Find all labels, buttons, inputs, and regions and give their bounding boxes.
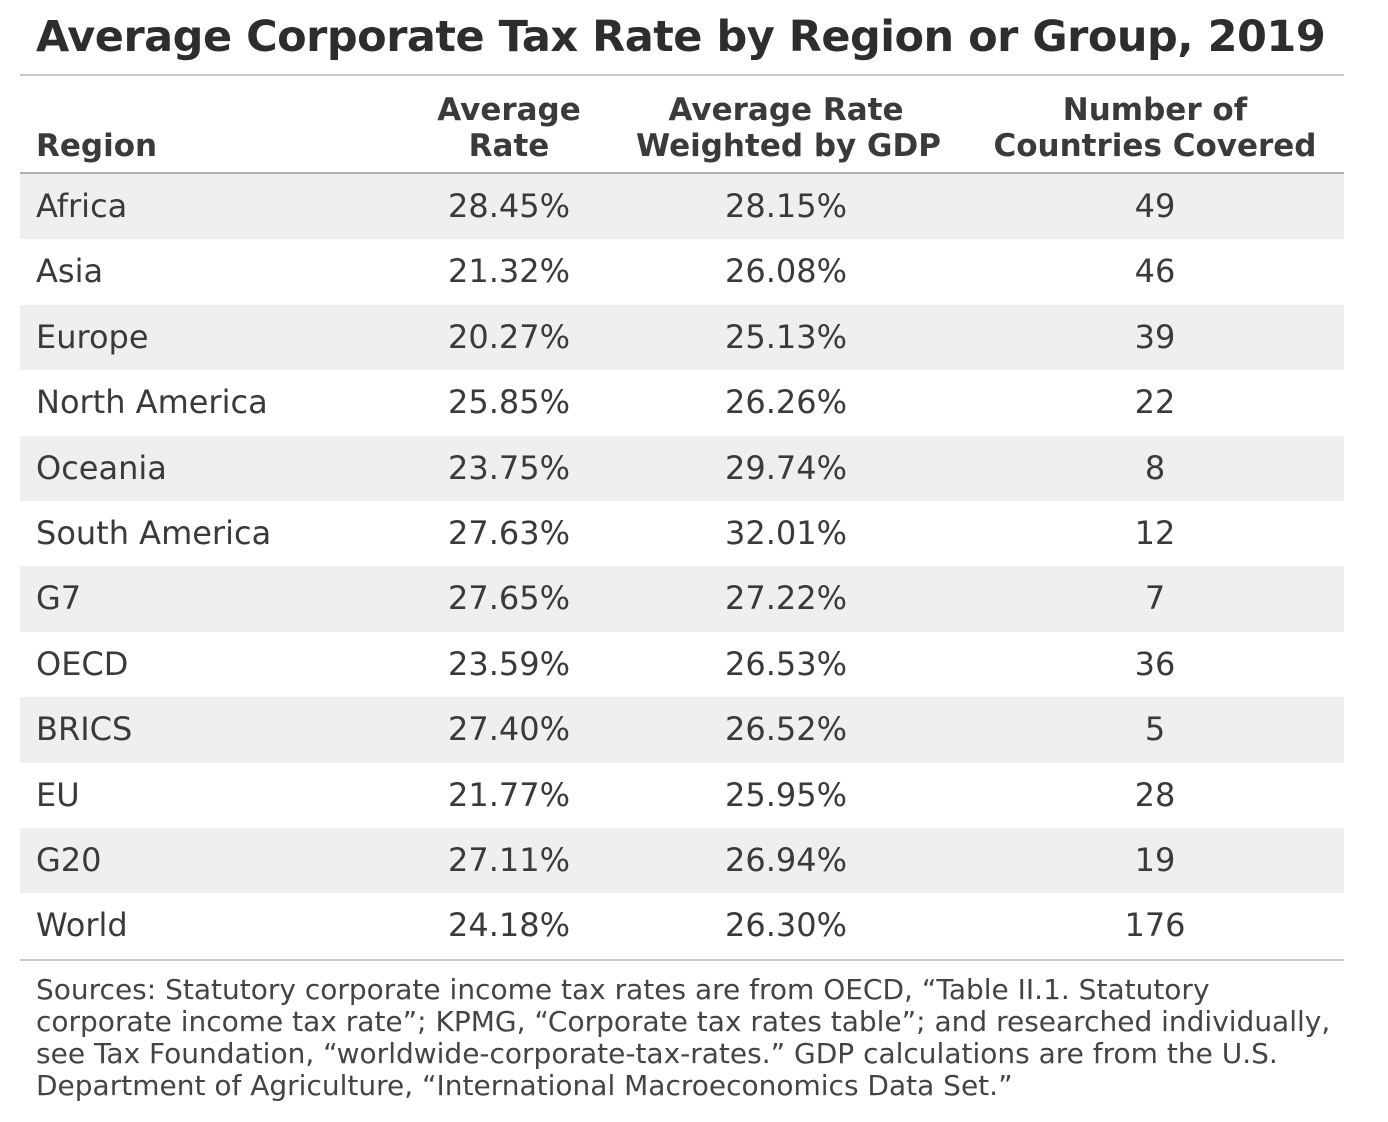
cell-region: World (36, 906, 128, 945)
cell-countries: 7 (1144, 579, 1166, 618)
table-row: OECD 23.59% 26.53% 36 (20, 632, 1344, 697)
table-row: Asia 21.32% 26.08% 46 (20, 239, 1344, 304)
cell-countries: 176 (1124, 906, 1186, 945)
header-weighted-rate: Average Rate Weighted by GDP (636, 92, 941, 164)
cell-weighted-rate: 26.52% (724, 710, 847, 749)
cell-region: G20 (36, 840, 102, 879)
table-row: World 24.18% 26.30% 176 (20, 893, 1344, 958)
cell-average-rate: 27.63% (447, 513, 570, 552)
cell-average-rate: 27.11% (447, 840, 570, 879)
header-region-label: Region (36, 128, 158, 164)
cell-weighted-rate: 26.94% (724, 840, 847, 879)
table-row: G20 27.11% 26.94% 19 (20, 827, 1344, 894)
cell-region: North America (36, 383, 268, 422)
header-weighted-rate-line1: Average Rate (668, 92, 904, 128)
cell-countries: 46 (1134, 252, 1176, 291)
table-body: Africa 28.45% 28.15% 49 Asia 21.32% 26.0… (20, 174, 1344, 959)
header-region: Region (36, 128, 157, 164)
table-row: Africa 28.45% 28.15% 49 (20, 174, 1344, 240)
cell-average-rate: 27.65% (447, 579, 570, 618)
cell-weighted-rate: 26.08% (724, 252, 847, 291)
header-divider (20, 172, 1344, 174)
cell-countries: 19 (1134, 840, 1176, 879)
cell-countries: 39 (1134, 317, 1176, 356)
footer-divider (20, 959, 1344, 961)
table-row: South America 27.63% 32.01% 12 (20, 501, 1344, 566)
header-average-rate: Average Rate (409, 92, 609, 164)
cell-average-rate: 25.85% (447, 383, 570, 422)
cell-weighted-rate: 25.13% (724, 317, 847, 356)
cell-average-rate: 27.40% (447, 710, 570, 749)
cell-region: South America (36, 513, 272, 552)
cell-average-rate: 24.18% (447, 906, 570, 945)
cell-countries: 22 (1134, 383, 1176, 422)
cell-region: EU (36, 775, 80, 814)
cell-region: Asia (36, 252, 104, 291)
cell-weighted-rate: 26.26% (724, 383, 847, 422)
cell-average-rate: 21.77% (447, 775, 570, 814)
cell-region: BRICS (36, 710, 133, 749)
page-title: Average Corporate Tax Rate by Region or … (36, 12, 1326, 62)
header-average-rate-line1: Average (437, 92, 581, 128)
cell-region: OECD (36, 644, 129, 683)
table-row: Oceania 23.75% 29.74% 8 (20, 435, 1344, 501)
table-row: Europe 20.27% 25.13% 39 (20, 304, 1344, 371)
cell-weighted-rate: 27.22% (724, 579, 847, 618)
title-divider (20, 74, 1344, 76)
cell-region: Africa (36, 187, 128, 225)
cell-region: Europe (36, 317, 149, 356)
cell-region: G7 (36, 579, 82, 618)
cell-average-rate: 23.75% (447, 448, 570, 487)
table-row: G7 27.65% 27.22% 7 (20, 566, 1344, 632)
cell-countries: 8 (1144, 448, 1166, 487)
cell-weighted-rate: 29.74% (724, 448, 847, 487)
cell-average-rate: 21.32% (447, 252, 570, 291)
cell-countries: 28 (1134, 775, 1176, 814)
cell-region: Oceania (36, 448, 167, 487)
cell-countries: 49 (1134, 187, 1176, 225)
cell-weighted-rate: 25.95% (724, 775, 847, 814)
cell-average-rate: 20.27% (447, 317, 570, 356)
table-row: BRICS 27.40% 26.52% 5 (20, 697, 1344, 763)
cell-weighted-rate: 28.15% (724, 187, 847, 225)
cell-average-rate: 28.45% (447, 187, 570, 225)
cell-weighted-rate: 26.53% (724, 644, 847, 683)
header-countries-line2: Countries Covered (993, 128, 1317, 164)
header-countries-covered: Number of Countries Covered (985, 92, 1325, 164)
table-row: North America 25.85% 26.26% 22 (20, 370, 1344, 435)
cell-weighted-rate: 32.01% (724, 513, 847, 552)
sources-note: Sources: Statutory corporate income tax … (36, 973, 1331, 1102)
header-weighted-rate-line2: Weighted by GDP (636, 128, 941, 164)
table-row: EU 21.77% 25.95% 28 (20, 763, 1344, 828)
cell-countries: 12 (1134, 513, 1176, 552)
header-average-rate-line2: Rate (468, 128, 550, 164)
header-countries-line1: Number of (1062, 92, 1248, 128)
cell-countries: 36 (1134, 644, 1176, 683)
table-header: Region Average Rate Average Rate Weighte… (20, 76, 1344, 172)
cell-average-rate: 23.59% (447, 644, 570, 683)
cell-weighted-rate: 26.30% (724, 906, 847, 945)
cell-countries: 5 (1144, 710, 1166, 749)
